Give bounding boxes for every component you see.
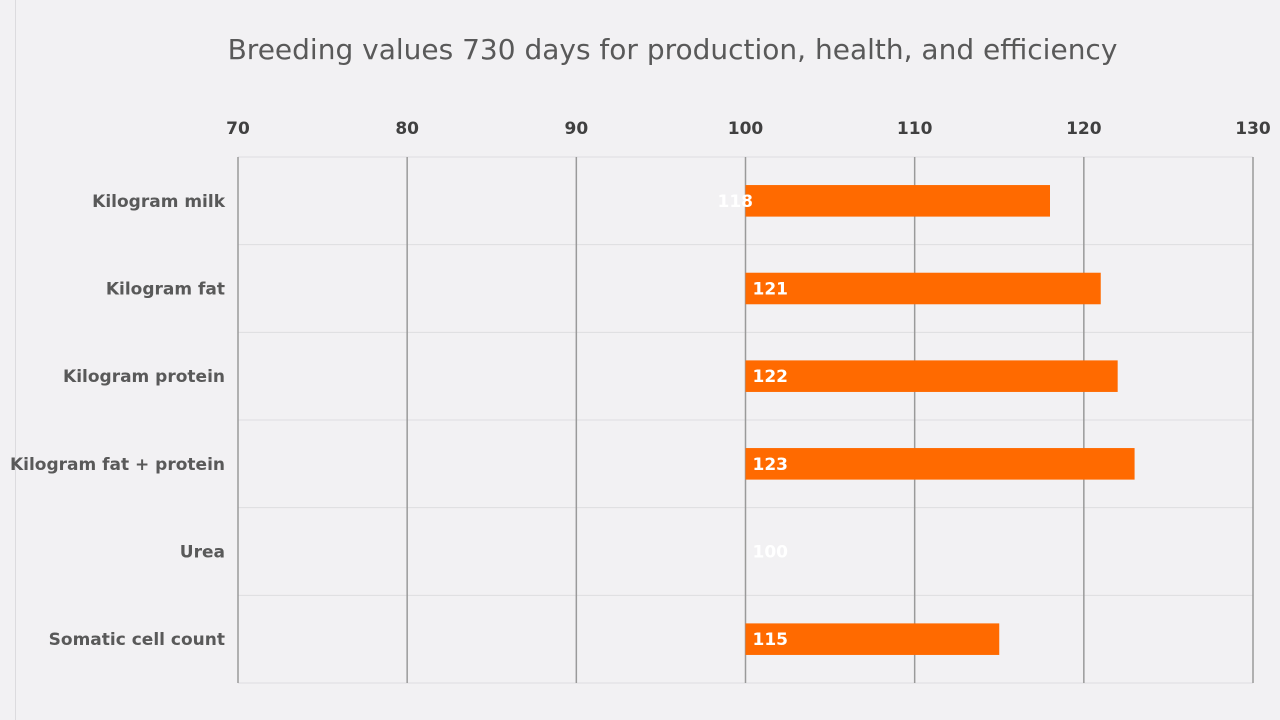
grid-layer	[237, 156, 1254, 684]
bar	[745, 448, 1135, 480]
tick-label-120: 120	[1066, 119, 1102, 139]
x-axis-ticks: 70 80 90 100 110 120 130	[226, 119, 1271, 139]
bar	[745, 185, 1050, 217]
chart-background	[15, 0, 1280, 720]
bar	[745, 272, 1101, 305]
bar	[745, 360, 1118, 392]
data-label: 100	[753, 543, 789, 563]
data-label: 122	[753, 367, 789, 387]
category-label: Kilogram protein	[63, 367, 225, 387]
bars	[745, 185, 1135, 655]
data-label: 121	[753, 280, 789, 300]
chart-title: Breeding values 730 days for production,…	[227, 33, 1118, 66]
data-label: 115	[753, 630, 789, 650]
tick-label-90: 90	[564, 119, 588, 139]
category-label: Kilogram milk	[92, 192, 226, 212]
data-label: 118	[718, 192, 754, 212]
category-label: Urea	[180, 543, 225, 563]
tick-label-130: 130	[1235, 119, 1271, 139]
category-labels: Kilogram milk Kilogram fat Kilogram protei…	[10, 192, 226, 650]
category-label: Somatic cell count	[49, 630, 225, 650]
bar	[745, 623, 1000, 655]
data-label: 123	[753, 455, 789, 475]
tick-label-100: 100	[728, 119, 764, 139]
tick-label-70: 70	[226, 119, 250, 139]
tick-label-110: 110	[897, 119, 933, 139]
category-label: Kilogram fat + protein	[10, 455, 225, 475]
category-label: Kilogram fat	[106, 280, 225, 300]
data-labels: 118 121 122 123 100 115	[718, 192, 789, 650]
tick-label-80: 80	[395, 119, 419, 139]
